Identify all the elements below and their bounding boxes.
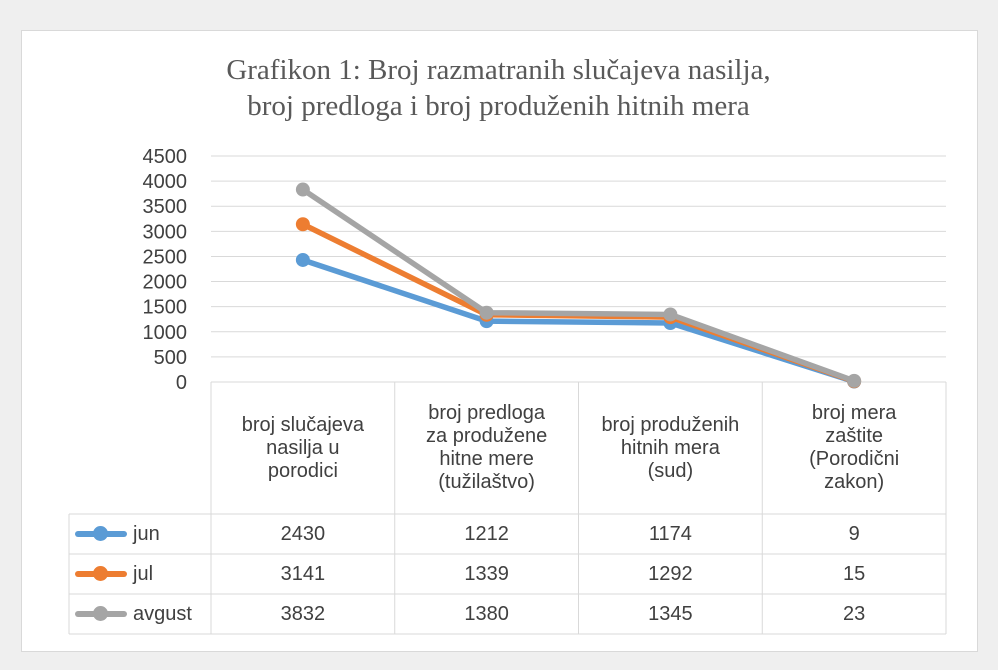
y-tick-label: 3000: [143, 221, 188, 243]
category-label-line: za produžene: [426, 425, 548, 447]
legend-key: [71, 602, 131, 626]
data-label: 1345: [648, 602, 693, 625]
category-label: broj produženih hitnih mera (sud): [579, 382, 763, 514]
data-label: 23: [843, 602, 866, 625]
y-tick-label: 3500: [143, 196, 188, 218]
data-label: 3832: [280, 602, 326, 625]
data-point-avgust: [479, 305, 494, 320]
category-label: broj predloga za produžene hitne mere (tuži…: [395, 382, 579, 514]
category-label-line: (sud): [647, 459, 694, 482]
y-tick-label: 4500: [143, 146, 188, 168]
category-label-line: porodici: [267, 459, 338, 482]
chart-title-line-2: broj predloga i broj produženih hitnih m…: [247, 90, 750, 122]
y-tick-label: 1500: [143, 297, 188, 319]
legend-key: [71, 522, 131, 546]
data-label: 1380: [464, 602, 509, 625]
y-tick-label: 4000: [143, 171, 188, 193]
category-label-line: hitne mere: [439, 448, 534, 470]
category-label-line: hitnih mera: [620, 436, 720, 459]
category-label: broj slučajeva nasilja u porodici: [211, 382, 395, 514]
category-label: broj mera zaštite (Porodični zakon): [762, 382, 946, 514]
data-label: 1339: [464, 562, 509, 585]
data-label: 1174: [648, 522, 692, 545]
chart-title-line-1: Grafikon 1: Broj razmatranih slučajeva n…: [226, 54, 771, 86]
category-label-line: nasilja u: [266, 436, 340, 459]
data-label: 1212: [464, 522, 509, 545]
data-label: 9: [848, 522, 860, 545]
category-label-line: broj produženih: [601, 413, 740, 436]
category-label-line: (Porodični: [809, 448, 900, 470]
legend-marker: [93, 526, 108, 541]
y-tick-label: 0: [176, 372, 187, 394]
legend-label: jun: [133, 522, 160, 545]
y-tick-label: 2000: [143, 272, 188, 294]
category-label-line: broj predloga: [428, 402, 545, 424]
chart-frame: [21, 30, 978, 652]
data-point-avgust: [847, 373, 862, 388]
legend-label: avgust: [133, 602, 192, 625]
category-label-line: (tužilaštvo): [438, 471, 535, 493]
series-line-jun: [300, 257, 857, 385]
data-label: 1292: [648, 562, 693, 585]
legend-entry-jul: jul: [71, 554, 153, 594]
data-label: 3141: [280, 562, 326, 585]
data-point-avgust: [663, 307, 678, 322]
legend-entry-jun: jun: [71, 514, 160, 554]
y-tick-label: 2500: [143, 246, 188, 268]
category-label-line: broj slučajeva: [241, 413, 365, 436]
data-point-jul: [295, 217, 310, 232]
category-label-line: broj mera: [811, 402, 897, 424]
y-tick-label: 500: [154, 347, 187, 369]
y-tick-label: 1000: [143, 322, 188, 344]
data-label: 2430: [280, 522, 326, 545]
legend-key: [71, 562, 131, 586]
data-point-avgust: [295, 182, 310, 197]
legend-marker: [93, 606, 108, 621]
legend-marker: [93, 566, 108, 581]
category-label-line: zakon): [824, 471, 885, 493]
data-label: 15: [843, 562, 866, 585]
category-label-line: zaštite: [825, 425, 884, 447]
series-line-avgust: [300, 186, 857, 384]
legend-label: jul: [133, 562, 154, 585]
data-point-jun: [295, 252, 310, 267]
legend-entry-avgust: avgust: [71, 594, 192, 634]
chart-title: Grafikon 1: Broj razmatranih slučajeva n…: [21, 52, 976, 124]
